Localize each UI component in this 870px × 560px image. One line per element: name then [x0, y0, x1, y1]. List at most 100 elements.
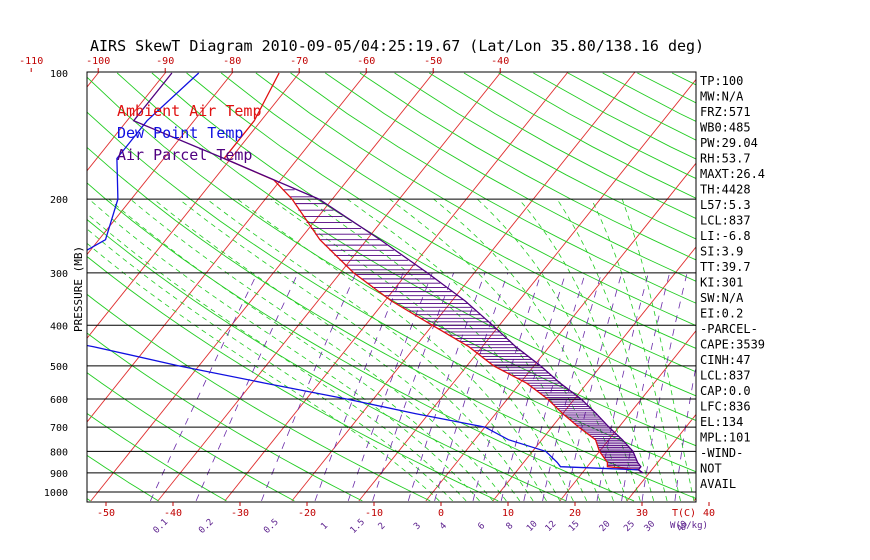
pressure-tick-label: 400 — [50, 321, 68, 332]
mixing-ratio-line — [523, 272, 586, 501]
mixing-ratio-line — [314, 272, 404, 502]
isotherm-line — [157, 72, 502, 502]
mixing-ratio-line — [500, 272, 567, 501]
top-temp-tick-label: -110 — [19, 56, 43, 67]
index-item: NOT — [700, 462, 722, 476]
mixing-ratio-line — [434, 272, 509, 502]
bottom-temp-tick-label: -50 — [97, 508, 115, 519]
index-item: LI:-6.8 — [700, 229, 751, 243]
moist-adiabat-line — [130, 198, 507, 502]
bottom-temp-tick-label: -30 — [231, 508, 249, 519]
index-item: SI:3.9 — [700, 245, 743, 259]
mixing-ratio-label: 12 — [544, 519, 559, 534]
pressure-tick-label: 900 — [50, 469, 68, 480]
isotherm-line — [224, 72, 569, 502]
pressure-tick-label: 800 — [50, 447, 68, 458]
dry-adiabat-line — [255, 72, 696, 327]
mixing-ratio-line — [621, 272, 670, 501]
moist-adiabat-line — [591, 198, 681, 501]
isotherm-line — [358, 78, 696, 502]
mixing-ratio-label: 3 — [412, 521, 423, 532]
mixing-ratio-line — [347, 272, 433, 502]
legend-air-parcel-temp: Air Parcel Temp — [117, 146, 252, 164]
index-item: MAXT:26.4 — [700, 167, 765, 181]
isotherm-line — [559, 330, 696, 502]
mixing-ratio-line — [472, 272, 542, 501]
bottom-temp-tick-label: 10 — [502, 508, 514, 519]
mixing-ratio-axis-label: W(g/kg) — [670, 521, 708, 531]
dry-adiabat-line — [151, 72, 696, 397]
index-item: CINH:47 — [700, 353, 751, 367]
bottom-temp-tick-label: 0 — [438, 508, 444, 519]
mixing-ratio-label: 10 — [525, 519, 540, 534]
index-item: MPL:101 — [700, 431, 751, 445]
mixing-ratio-line — [150, 272, 258, 502]
pressure-tick-label: 500 — [50, 362, 68, 373]
dry-adiabat-line — [325, 72, 696, 282]
dry-adiabat-line — [87, 332, 363, 502]
moist-adiabat-line — [87, 242, 440, 502]
isotherm-line — [87, 72, 234, 256]
dry-adiabat-line — [87, 372, 295, 502]
dry-adiabat-line — [87, 182, 635, 502]
bottom-temp-tick-label: -20 — [298, 508, 316, 519]
isotherm-line — [492, 246, 696, 502]
index-item: LCL:837 — [700, 369, 751, 383]
index-item: PW:29.04 — [700, 136, 758, 150]
index-item: KI:301 — [700, 276, 743, 290]
dry-adiabat-line — [359, 72, 696, 261]
index-item: CAPE:3539 — [700, 338, 765, 352]
moist-adiabat-line — [87, 228, 453, 502]
dry-adiabat-line — [186, 72, 696, 373]
bottom-temp-tick-label: 30 — [636, 508, 648, 519]
pressure-tick-label: 200 — [50, 195, 68, 206]
plot-frame — [86, 71, 697, 503]
index-item: EI:0.2 — [700, 307, 743, 321]
pressure-tick-label: 100 — [50, 69, 68, 80]
dry-adiabat-line — [87, 454, 159, 502]
isotherm-line — [761, 54, 870, 501]
mixing-ratio-label: 0.2 — [197, 517, 216, 536]
dry-adiabat-line — [87, 111, 696, 473]
isotherm-line — [0, 54, 47, 501]
isotherm-line — [87, 72, 167, 172]
mixing-ratio-label: 30 — [643, 519, 658, 534]
legend-dew-point-temp: Dew Point Temp — [117, 124, 243, 142]
dry-adiabat-line — [87, 218, 567, 502]
moist-adiabat-line — [621, 198, 695, 501]
moist-adiabat-line — [87, 213, 467, 502]
mixing-ratio-label: 0.5 — [262, 517, 281, 536]
dry-adiabat-line — [290, 72, 696, 304]
index-item: AVAIL — [700, 477, 736, 491]
moist-adiabat-line — [346, 198, 601, 502]
index-item: TT:39.7 — [700, 260, 751, 274]
mixing-ratio-line — [596, 272, 649, 501]
mixing-ratio-label: 4 — [438, 521, 449, 532]
moist-adiabat-line — [556, 198, 668, 502]
mixing-ratio-label: 15 — [567, 519, 582, 534]
isotherm-line — [291, 72, 636, 502]
legend-ambient-air-temp: Ambient Air Temp — [117, 102, 262, 120]
pressure-tick-label: 700 — [50, 423, 68, 434]
isotherm-line — [87, 72, 301, 339]
moist-adiabat-line — [178, 198, 534, 502]
index-item: RH:53.7 — [700, 152, 751, 166]
index-item: LFC:836 — [700, 400, 751, 414]
bottom-temp-tick-label: -40 — [164, 508, 182, 519]
moist-adiabat-line — [477, 198, 641, 502]
dry-adiabat-line — [846, 73, 870, 501]
dry-adiabat-line — [220, 72, 696, 349]
mixing-ratio-line — [195, 272, 299, 502]
series-air-parcel-temp-line — [132, 72, 643, 474]
dry-adiabat-line — [87, 146, 696, 499]
pressure-tick-label: 1000 — [44, 488, 68, 499]
index-item: SW:N/A — [700, 291, 744, 305]
series-ambient-air-temp-line — [223, 72, 643, 474]
y-axis-label: PRESSURE (MB) — [72, 246, 85, 332]
chart-title: AIRS SkewT Diagram 2010-09-05/04:25:19.6… — [90, 37, 704, 55]
index-item: -WIND- — [700, 446, 743, 460]
pressure-tick-label: 600 — [50, 395, 68, 406]
mixing-ratio-label: 1.5 — [349, 517, 368, 536]
